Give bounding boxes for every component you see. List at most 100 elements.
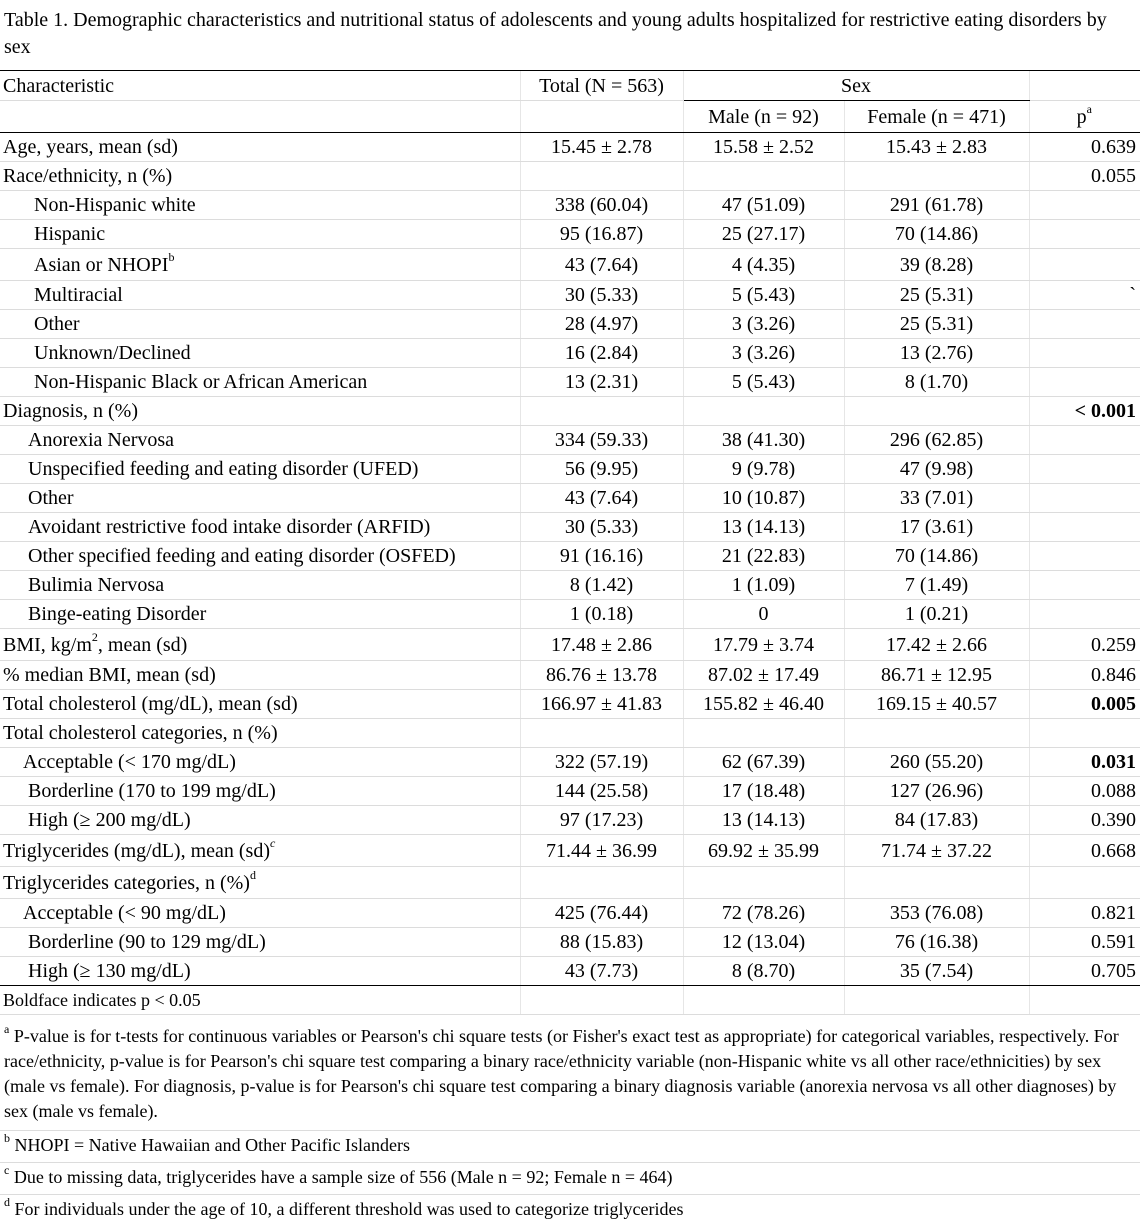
- row-label-text: Triglycerides categories, n (%): [3, 871, 250, 894]
- table-row: Unknown/Declined 16 (2.84) 3 (3.26) 13 (2.7…: [0, 338, 1140, 368]
- table-body: Age, years, mean (sd) 15.45 ± 2.78 15.58 ±…: [0, 132, 1140, 986]
- table-row: Total cholesterol categories, n (%): [0, 718, 1140, 748]
- row-label: High (≥ 130 mg/dL): [0, 956, 520, 986]
- row-label: Age, years, mean (sd): [0, 132, 520, 162]
- row-label-text: Hispanic: [34, 223, 106, 245]
- cell-female: 47 (9.98): [843, 454, 1029, 484]
- header-characteristic: Characteristic: [0, 71, 520, 101]
- row-label-text: Borderline (170 to 199 mg/dL): [28, 780, 276, 802]
- row-label-text: Other: [34, 313, 80, 335]
- cell-total: 86.76 ± 13.78: [519, 660, 683, 690]
- cell-male: 155.82 ± 46.40: [682, 689, 844, 719]
- cell-female: [843, 866, 1029, 899]
- cell-female: 291 (61.78): [843, 190, 1029, 220]
- row-label: Borderline (90 to 129 mg/dL): [0, 927, 520, 957]
- row-label: Other: [0, 483, 520, 513]
- table-row: Borderline (90 to 129 mg/dL) 88 (15.83) 12…: [0, 927, 1140, 957]
- cell-male: [682, 161, 844, 191]
- row-label-text: % median BMI, mean (sd): [3, 664, 216, 686]
- cell-total: 17.48 ± 2.86: [519, 628, 683, 661]
- row-label-text: Race/ethnicity, n (%): [3, 165, 173, 187]
- footnote-b-mark: b: [4, 1131, 10, 1145]
- row-label-text: Non-Hispanic white: [34, 194, 196, 216]
- row-label-text: High (≥ 130 mg/dL): [28, 960, 191, 982]
- cell-male: 13 (14.13): [682, 512, 844, 542]
- footnote-a-text: P-value is for t-tests for continuous va…: [4, 1026, 1119, 1121]
- row-label-text: Diagnosis, n (%): [3, 400, 138, 422]
- table-row: Non-Hispanic Black or African American 13…: [0, 367, 1140, 397]
- cell-female: 70 (14.86): [843, 219, 1029, 249]
- cell-p-value: [1028, 599, 1140, 629]
- cell-female: 35 (7.54): [843, 956, 1029, 986]
- cell-male: 21 (22.83): [682, 541, 844, 571]
- row-label-text: Acceptable (< 170 mg/dL): [23, 751, 236, 773]
- cell-total: 56 (9.95): [519, 454, 683, 484]
- row-label: Non-Hispanic white: [0, 190, 520, 220]
- cell-male: 8 (8.70): [682, 956, 844, 986]
- cell-female: [843, 396, 1029, 426]
- cell-total: 8 (1.42): [519, 570, 683, 600]
- cell-p-value: 0.705: [1028, 956, 1140, 986]
- row-label-text: BMI, kg/m: [3, 633, 92, 656]
- footnote-c: c Due to missing data, triglycerides hav…: [0, 1163, 1140, 1195]
- row-label-text: Other specified feeding and eating disor…: [28, 545, 456, 567]
- cell-total: 30 (5.33): [519, 512, 683, 542]
- cell-total: 95 (16.87): [519, 219, 683, 249]
- cell-female: 296 (62.85): [843, 425, 1029, 455]
- cell-p-value: 0.821: [1028, 898, 1140, 928]
- table-row: Other 43 (7.64) 10 (10.87) 33 (7.01): [0, 483, 1140, 513]
- header-total: Total (N = 563): [519, 71, 683, 101]
- table-row: Triglycerides categories, n (%)d: [0, 866, 1140, 899]
- row-label: Multiracial: [0, 280, 520, 310]
- row-label-text: Unspecified feeding and eating disorder …: [28, 458, 419, 480]
- cell-male: 87.02 ± 17.49: [682, 660, 844, 690]
- cell-male: 13 (14.13): [682, 805, 844, 835]
- table-row: Acceptable (< 90 mg/dL) 425 (76.44) 72 (78…: [0, 898, 1140, 928]
- row-label: % median BMI, mean (sd): [0, 660, 520, 690]
- header-empty: [519, 100, 683, 133]
- cell-male: 47 (51.09): [682, 190, 844, 220]
- row-label-text: High (≥ 200 mg/dL): [28, 809, 191, 831]
- row-label-text: Total cholesterol categories, n (%): [3, 722, 278, 744]
- row-label: Anorexia Nervosa: [0, 425, 520, 455]
- cell-total: 144 (25.58): [519, 776, 683, 806]
- table-caption: Table 1. Demographic characteristics and…: [0, 0, 1140, 71]
- cell-total: 97 (17.23): [519, 805, 683, 835]
- cell-total: [519, 866, 683, 899]
- cell-female: 260 (55.20): [843, 747, 1029, 777]
- row-label-text: Multiracial: [34, 284, 123, 306]
- cell-p-value: 0.591: [1028, 927, 1140, 957]
- header-row-1: Characteristic Total (N = 563) Sex: [0, 71, 1140, 101]
- cell-p-value: [1028, 338, 1140, 368]
- cell-male: 15.58 ± 2.52: [682, 132, 844, 162]
- footnote-d: d For individuals under the age of 10, a…: [0, 1195, 1140, 1226]
- cell-total: 43 (7.64): [519, 248, 683, 281]
- cell-male: [682, 396, 844, 426]
- header-empty: [1028, 71, 1140, 101]
- cell-male: 5 (5.43): [682, 367, 844, 397]
- table-row: BMI, kg/m2, mean (sd) 17.48 ± 2.86 17.79 ±…: [0, 628, 1140, 661]
- p-value-text: 0.705: [1091, 960, 1136, 982]
- table-row: High (≥ 130 mg/dL) 43 (7.73) 8 (8.70) 35 (7…: [0, 956, 1140, 986]
- row-label: Race/ethnicity, n (%): [0, 161, 520, 191]
- row-label-text: Avoidant restrictive food intake disorde…: [28, 516, 431, 538]
- table-row: Asian or NHOPIb 43 (7.64) 4 (4.35) 39 (8.28…: [0, 248, 1140, 281]
- cell-female: 7 (1.49): [843, 570, 1029, 600]
- table-row: Other specified feeding and eating disor…: [0, 541, 1140, 571]
- cell-p-value: 0.031: [1028, 747, 1140, 777]
- footnotes: a P-value is for t-tests for continuous …: [0, 1015, 1140, 1226]
- cell-p-value: [1028, 541, 1140, 571]
- cell-p-value: [1028, 454, 1140, 484]
- cell-female: 353 (76.08): [843, 898, 1029, 928]
- header-sex: Sex: [682, 71, 1029, 101]
- row-label: Triglycerides (mg/dL), mean (sd)c: [0, 834, 520, 867]
- row-label-text-post: , mean (sd): [97, 633, 188, 656]
- cell-male: 0: [682, 599, 844, 629]
- p-value-text: 0.390: [1091, 809, 1136, 831]
- p-value-text: `: [1129, 284, 1136, 306]
- cell-p-value: [1028, 248, 1140, 281]
- footnote-c-text: Due to missing data, triglycerides have …: [13, 1167, 673, 1187]
- footnote-b: b NHOPI = Native Hawaiian and Other Paci…: [0, 1131, 1140, 1163]
- cell-p-value: [1028, 718, 1140, 748]
- note-empty: [682, 985, 844, 1015]
